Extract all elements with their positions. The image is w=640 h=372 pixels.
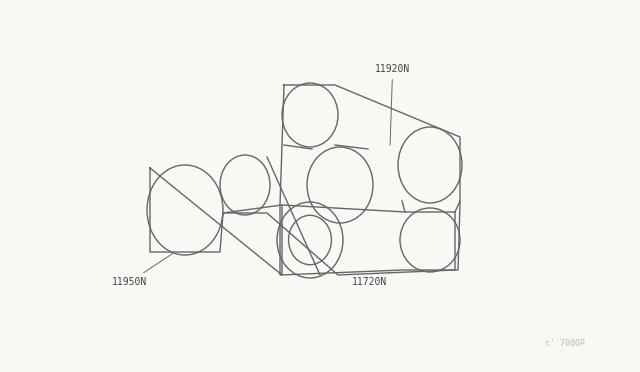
Text: 11720N: 11720N bbox=[352, 272, 390, 287]
Text: 11920N: 11920N bbox=[375, 64, 410, 145]
Text: 11950N: 11950N bbox=[112, 254, 173, 287]
Text: c' 7000P: c' 7000P bbox=[545, 339, 585, 348]
